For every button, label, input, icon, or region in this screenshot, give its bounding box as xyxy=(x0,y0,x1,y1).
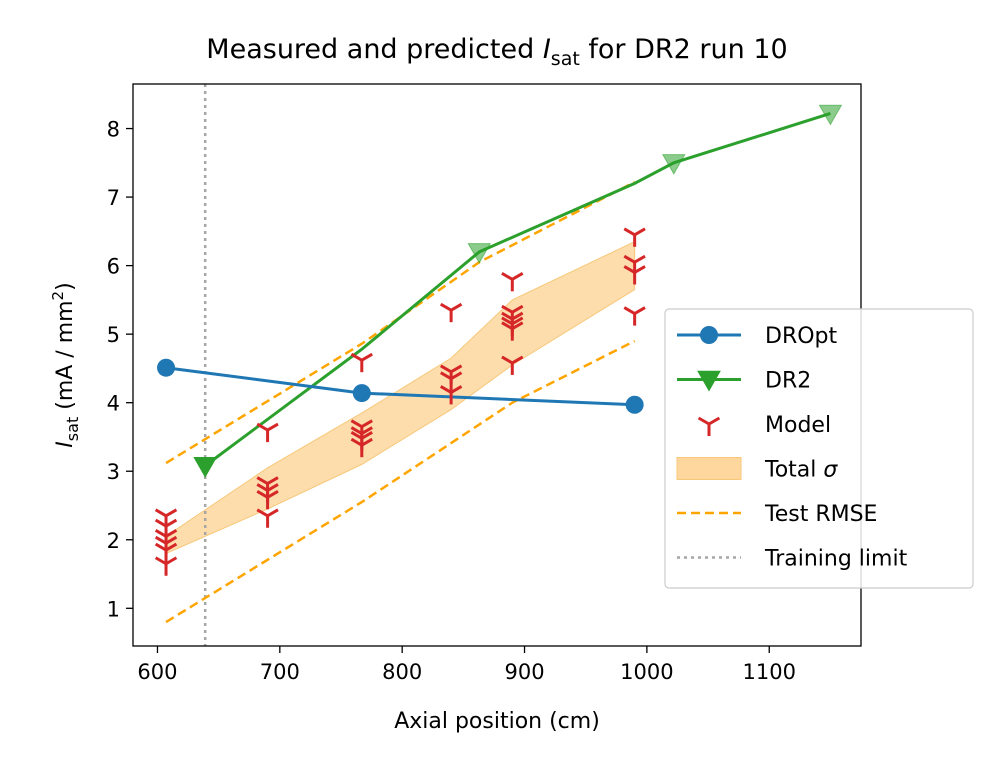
dr2-point xyxy=(661,154,686,175)
model-point xyxy=(501,304,524,325)
legend-dropt-marker xyxy=(700,326,718,344)
y-tick-label: 2 xyxy=(107,529,120,553)
model-point xyxy=(623,227,646,247)
x-tick-label: 600 xyxy=(137,660,177,684)
model-point xyxy=(501,355,524,375)
legend-label: DR2 xyxy=(765,369,811,394)
total-sigma-band xyxy=(165,240,636,555)
y-axis-label: Isat (mA / mm2) xyxy=(49,282,82,447)
model-point xyxy=(154,556,178,576)
model-point xyxy=(256,476,279,496)
x-axis-label: Axial position (cm) xyxy=(394,709,600,734)
legend-sigma-patch xyxy=(676,457,742,480)
dr2-line xyxy=(204,112,831,467)
model-point xyxy=(350,419,373,439)
x-tick-label: 700 xyxy=(260,660,300,684)
model-point xyxy=(154,518,178,539)
model-point xyxy=(501,272,524,292)
legend-item-dropt: DROpt xyxy=(677,324,838,349)
plot-area: 600 700 800 900 1000 1100 1 2 3 4 5 6 7 8 xyxy=(107,83,862,684)
legend-item-model: Model xyxy=(697,413,831,438)
legend-box xyxy=(664,308,974,589)
dropt-point xyxy=(157,358,176,377)
dr2-point xyxy=(467,243,492,264)
model-point xyxy=(623,306,646,326)
legend: DROpt DR2 Model Total σ Test RMSE Training li… xyxy=(664,308,974,589)
model-point xyxy=(623,265,646,285)
model-point xyxy=(439,364,463,384)
model-point xyxy=(439,302,463,323)
legend-label: DROpt xyxy=(765,324,838,349)
model-point xyxy=(439,385,463,405)
legend-item-dr2: DR2 xyxy=(677,369,811,394)
legend-dr2-marker xyxy=(697,370,721,392)
y-tick-label: 1 xyxy=(107,597,120,621)
legend-item-training-limit: Training limit xyxy=(677,547,908,572)
legend-label: Training limit xyxy=(764,547,908,572)
model-point xyxy=(256,508,279,528)
dr2-point xyxy=(193,456,218,478)
legend-label: Total σ xyxy=(764,458,838,483)
dropt-point xyxy=(625,395,644,414)
model-point xyxy=(256,422,279,443)
legend-item-test-rmse: Test RMSE xyxy=(677,502,877,527)
chart-title: Measured and predicted Isat for DR2 run … xyxy=(206,34,787,70)
y-tick-label: 7 xyxy=(107,186,120,210)
x-tick-label: 800 xyxy=(382,660,422,684)
y-tick-label: 5 xyxy=(107,323,120,347)
x-tick-label: 900 xyxy=(504,660,544,684)
legend-model-marker xyxy=(697,416,721,436)
y-tick-label: 8 xyxy=(107,118,120,142)
model-point xyxy=(350,352,373,373)
dr2-point xyxy=(818,104,843,126)
legend-label: Test RMSE xyxy=(764,502,877,527)
dropt-point xyxy=(352,384,371,403)
y-tick-label: 6 xyxy=(107,255,120,279)
x-tick-label: 1100 xyxy=(743,660,796,684)
rmse-lower-line xyxy=(165,339,636,624)
legend-label: Model xyxy=(765,413,831,438)
model-point xyxy=(623,254,646,275)
y-tick-label: 3 xyxy=(107,460,120,484)
y-tick-label: 4 xyxy=(107,392,120,416)
model-point xyxy=(154,529,178,549)
rmse-upper-line xyxy=(165,180,636,465)
model-point xyxy=(154,508,178,528)
x-tick-label: 1000 xyxy=(620,660,673,684)
legend-item-total: Total σ xyxy=(676,457,838,483)
